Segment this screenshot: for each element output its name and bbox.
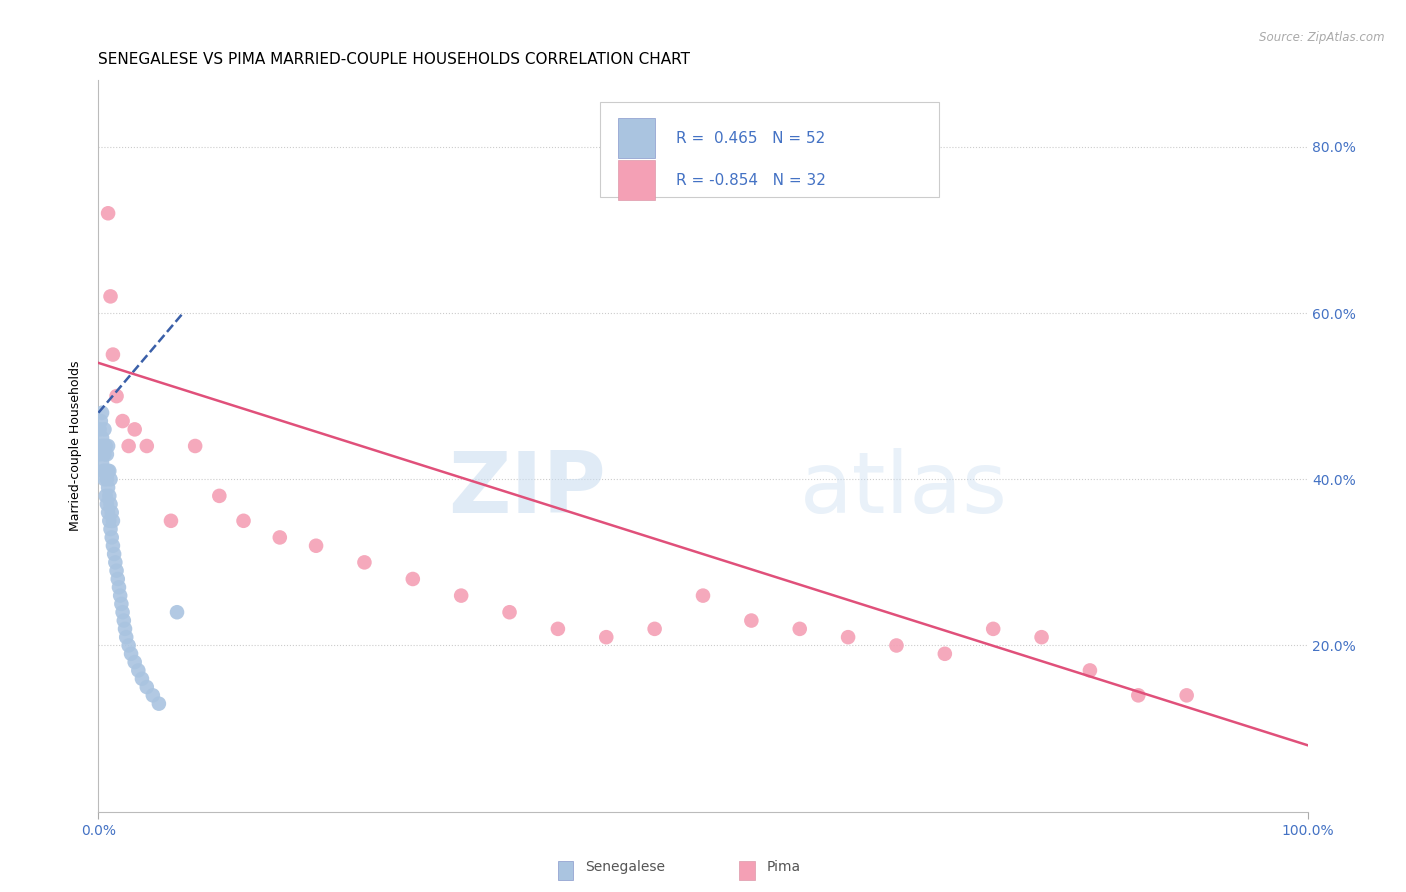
- Point: [96, 497, 118, 511]
- Point: [108, 589, 131, 603]
- Point: [837, 630, 859, 644]
- Point: [101, 539, 124, 553]
- Point: [105, 564, 128, 578]
- Point: [103, 547, 125, 561]
- Point: [93, 447, 115, 461]
- Point: [934, 647, 956, 661]
- Bar: [558, 862, 574, 880]
- Point: [353, 555, 375, 569]
- Point: [1078, 664, 1101, 678]
- Point: [100, 530, 122, 544]
- Point: [90, 414, 112, 428]
- Point: [97, 506, 120, 520]
- Point: [97, 481, 120, 495]
- Point: [135, 680, 157, 694]
- Text: atlas: atlas: [800, 449, 1008, 532]
- Point: [644, 622, 666, 636]
- Point: [547, 622, 569, 636]
- Point: [305, 539, 328, 553]
- Point: [1175, 689, 1198, 703]
- Point: [104, 555, 127, 569]
- Point: [402, 572, 425, 586]
- Point: [96, 447, 118, 461]
- Point: [98, 489, 121, 503]
- Point: [142, 689, 165, 703]
- Point: [450, 589, 472, 603]
- Point: [1128, 689, 1150, 703]
- Point: [94, 439, 117, 453]
- Point: [100, 497, 122, 511]
- Point: [98, 514, 121, 528]
- Point: [97, 439, 120, 453]
- Point: [595, 630, 617, 644]
- Point: [740, 614, 762, 628]
- Point: [232, 514, 254, 528]
- Point: [184, 439, 207, 453]
- Text: R =  0.465   N = 52: R = 0.465 N = 52: [676, 131, 825, 146]
- Point: [886, 639, 908, 653]
- Bar: [740, 862, 755, 880]
- Text: Senegalese: Senegalese: [585, 860, 665, 873]
- Point: [91, 431, 114, 445]
- Point: [100, 289, 122, 303]
- Point: [91, 406, 114, 420]
- Point: [93, 472, 115, 486]
- Point: [269, 530, 291, 544]
- Point: [124, 422, 146, 436]
- Point: [148, 697, 170, 711]
- Text: SENEGALESE VS PIMA MARRIED-COUPLE HOUSEHOLDS CORRELATION CHART: SENEGALESE VS PIMA MARRIED-COUPLE HOUSEH…: [98, 52, 690, 67]
- Point: [114, 622, 136, 636]
- Point: [89, 447, 111, 461]
- Point: [208, 489, 231, 503]
- FancyBboxPatch shape: [600, 103, 939, 197]
- Point: [118, 439, 141, 453]
- Point: [981, 622, 1004, 636]
- Point: [100, 472, 122, 486]
- Point: [91, 439, 114, 453]
- Point: [111, 414, 134, 428]
- Point: [105, 389, 128, 403]
- Point: [111, 605, 134, 619]
- Point: [101, 347, 124, 362]
- Point: [692, 589, 714, 603]
- Text: R = -0.854   N = 32: R = -0.854 N = 32: [676, 173, 827, 187]
- Point: [108, 580, 131, 594]
- Point: [110, 597, 132, 611]
- Point: [100, 506, 122, 520]
- Point: [498, 605, 520, 619]
- Text: Source: ZipAtlas.com: Source: ZipAtlas.com: [1260, 31, 1385, 45]
- Bar: [619, 160, 655, 201]
- Text: ZIP: ZIP: [449, 449, 606, 532]
- Text: Pima: Pima: [766, 860, 801, 873]
- Point: [93, 422, 115, 436]
- Point: [94, 464, 117, 478]
- Point: [135, 439, 157, 453]
- Bar: [619, 119, 655, 159]
- Point: [90, 439, 112, 453]
- Point: [89, 422, 111, 436]
- Point: [94, 489, 117, 503]
- Point: [112, 614, 135, 628]
- Point: [97, 464, 120, 478]
- Point: [101, 514, 124, 528]
- Point: [115, 630, 138, 644]
- Point: [91, 456, 114, 470]
- Point: [124, 655, 146, 669]
- Point: [1031, 630, 1053, 644]
- Point: [107, 572, 129, 586]
- Point: [120, 647, 142, 661]
- Point: [98, 464, 121, 478]
- Point: [166, 605, 188, 619]
- Y-axis label: Married-couple Households: Married-couple Households: [69, 360, 83, 532]
- Point: [96, 472, 118, 486]
- Point: [97, 206, 120, 220]
- Point: [127, 664, 149, 678]
- Point: [100, 522, 122, 536]
- Point: [160, 514, 183, 528]
- Point: [118, 639, 141, 653]
- Point: [131, 672, 153, 686]
- Point: [91, 464, 114, 478]
- Point: [789, 622, 811, 636]
